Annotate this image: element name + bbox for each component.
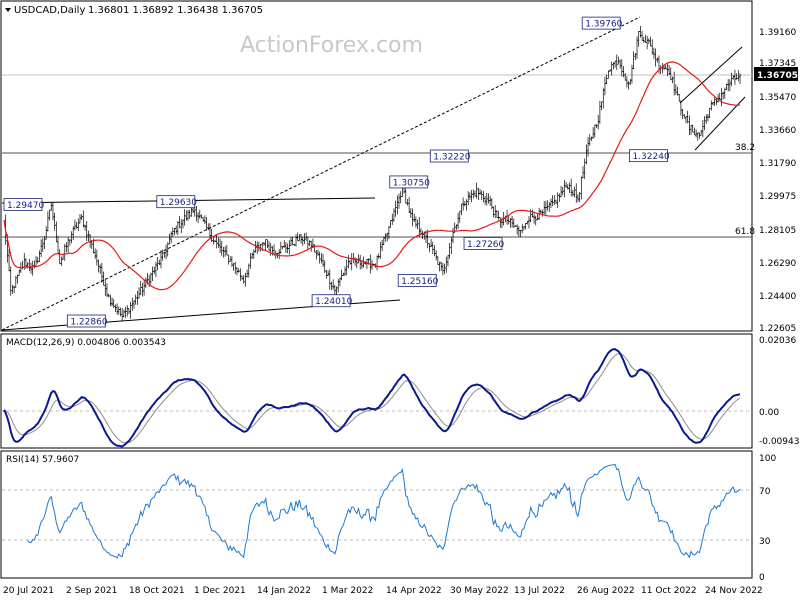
price-label-text: 1.29630	[160, 198, 197, 208]
price-label-box: 1.29630	[156, 195, 197, 208]
price-label-text: 1.24010	[315, 297, 352, 307]
price-label-text: 1.32220	[433, 153, 470, 163]
fib-38-label: 38.2	[735, 143, 755, 153]
price-bar	[738, 73, 742, 85]
price-label-text: 1.32240	[632, 152, 669, 162]
current-price-value: 1.36705	[757, 71, 798, 81]
x-tick-8: 30 May 2022	[450, 586, 509, 596]
price-label-text: 1.30750	[393, 178, 430, 188]
y-tick-7: 1.28105	[759, 226, 796, 236]
fib-61-label: 61.8	[735, 227, 755, 237]
watermark: ActionForex.com	[240, 33, 423, 58]
x-tick-5: 14 Jan 2022	[257, 586, 311, 596]
price-axis: 1.39160 1.37345 1.35470 1.33660 1.31790 …	[754, 28, 798, 334]
y-tick-5: 1.31790	[759, 159, 796, 169]
y-tick-9: 1.24400	[759, 292, 796, 302]
y-tick-2: 1.37345	[759, 59, 796, 69]
y-tick-10: 1.22605	[759, 324, 796, 334]
channel-upper-line	[679, 46, 743, 104]
y-tick-3: 1.35470	[759, 93, 796, 103]
moving-average-line	[3, 61, 741, 291]
y-tick-8: 1.26290	[759, 259, 796, 269]
chart-header: USDCAD,Daily 1.36801 1.36892 1.36438 1.3…	[5, 5, 263, 16]
macd-tick-bottom: -0.009438	[759, 437, 800, 447]
macd-tick-top: 0.02036	[759, 336, 796, 346]
current-price-badge	[754, 67, 798, 81]
price-label-box: 1.22860	[66, 314, 108, 328]
y-tick-4: 1.33660	[759, 126, 796, 136]
price-label-text: 1.22860	[70, 318, 107, 328]
rsi-tick-30: 30	[759, 537, 771, 547]
price-label-text: 1.25160	[401, 277, 438, 287]
rsi-tick-0: 0	[759, 573, 765, 583]
price-panel-frame	[0, 0, 753, 332]
price-label-box: 1.29470	[3, 198, 44, 211]
x-tick-7: 14 Apr 2022	[386, 586, 442, 596]
x-tick-12: 24 Nov 2022	[705, 586, 763, 596]
macd-lines-layer	[3, 348, 741, 448]
macd-tick-zero: 0.00	[759, 408, 779, 418]
x-tick-10: 26 Aug 2022	[577, 586, 635, 596]
macd-main-line	[3, 348, 741, 448]
price-label-box: 1.39760	[581, 16, 623, 30]
price-label-text: 1.29470	[7, 201, 44, 211]
symbol-label: USDCAD,Daily	[14, 5, 85, 16]
x-tick-11: 11 Oct 2022	[641, 586, 697, 596]
ohlc-values: 1.36801 1.36892 1.36438 1.36705	[88, 5, 263, 16]
rsi-line-layer	[27, 463, 741, 559]
price-label-box: 1.30750	[389, 175, 430, 188]
y-tick-1: 1.39160	[759, 28, 796, 38]
x-tick-4: 1 Dec 2021	[194, 586, 246, 596]
price-label-box: 1.27260	[463, 237, 505, 250]
x-tick-2: 2 Sep 2021	[66, 586, 117, 596]
rsi-line	[27, 463, 741, 559]
dotted-trendline	[1, 16, 641, 331]
price-label-text: 1.39760	[585, 20, 622, 30]
x-tick-6: 1 Mar 2022	[322, 586, 373, 596]
macd-panel-frame	[0, 333, 753, 449]
price-label-text: 1.27260	[467, 240, 504, 250]
x-tick-9: 13 Jul 2022	[514, 586, 565, 596]
y-tick-6: 1.29975	[759, 192, 796, 202]
channel-lower-line	[694, 96, 746, 151]
price-label-box: 1.32240	[629, 149, 670, 162]
x-tick-3: 18 Oct 2021	[129, 586, 185, 596]
rsi-title: RSI(14) 57.9607	[6, 455, 79, 465]
rsi-tick-100: 100	[759, 454, 776, 464]
price-label-box: 1.25160	[397, 274, 439, 287]
price-labels-layer: 1.29470 1.29630 1.22860 1.30750 1.24010 1.251…	[3, 16, 670, 328]
x-axis: 20 Jul 2021 2 Sep 2021 18 Oct 2021 1 Dec…	[3, 586, 763, 596]
price-label-box: 1.32220	[429, 149, 471, 163]
price-label-box: 1.24010	[311, 294, 353, 307]
rsi-tick-70: 70	[759, 487, 771, 497]
macd-title: MACD(12,26,9) 0.004806 0.003543	[6, 338, 166, 348]
dropdown-triangle-icon	[5, 8, 11, 12]
x-tick-1: 20 Jul 2021	[3, 586, 54, 596]
price-bars-layer	[3, 25, 742, 322]
rsi-panel-frame	[0, 450, 753, 579]
